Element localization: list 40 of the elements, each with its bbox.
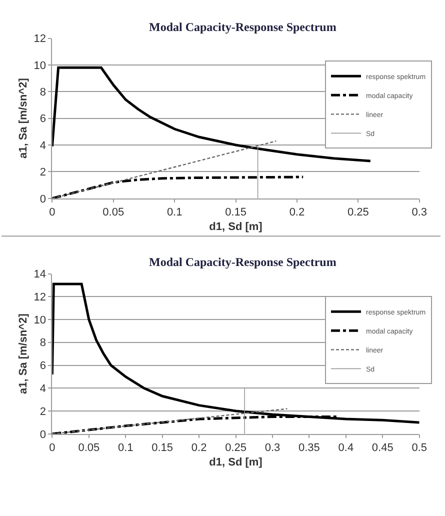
- x-tick-label: 0.15: [152, 442, 174, 454]
- chart-title: Modal Capacity-Response Spectrum: [149, 255, 336, 269]
- x-tick-label: 0.5: [412, 442, 427, 454]
- x-tick-label: 0.1: [166, 206, 182, 219]
- y-tick-label: 8: [40, 337, 46, 350]
- y-tick-label: 10: [34, 60, 46, 72]
- y-axis-title: a1, Sa [m/sn^2]: [17, 78, 30, 159]
- x-tick-label: 0.35: [298, 442, 320, 454]
- x-tick-label: 0.4: [338, 442, 354, 454]
- x-tick-label: 0: [49, 206, 56, 219]
- x-tick-label: 0.3: [264, 442, 280, 454]
- chart-title: Modal Capacity-Response Spectrum: [149, 20, 336, 34]
- y-tick-label: 0: [40, 428, 46, 441]
- line-series: [52, 176, 304, 198]
- x-tick-label: 0.25: [225, 442, 246, 454]
- y-tick-label: 14: [34, 268, 46, 281]
- y-tick-label: 6: [40, 113, 46, 126]
- y-tick-label: 12: [34, 291, 46, 304]
- y-tick-label: 2: [40, 166, 46, 179]
- x-tick-label: 0.45: [372, 442, 394, 454]
- x-tick-label: 0.15: [225, 206, 246, 219]
- x-tick-label: 0.05: [102, 206, 124, 219]
- x-axis-title: d1, Sd [m]: [209, 220, 263, 233]
- y-tick-label: 12: [34, 33, 46, 46]
- y-tick-label: 4: [40, 383, 46, 395]
- y-tick-label: 6: [40, 360, 46, 372]
- y-tick-label: 0: [40, 193, 46, 206]
- x-tick-label: 0.2: [289, 206, 305, 219]
- y-axis-title: a1, Sa [m/sn^2]: [17, 313, 30, 394]
- y-tick-label: 4: [40, 140, 46, 152]
- x-tick-label: 0.3: [412, 206, 427, 219]
- y-tick-label: 10: [34, 314, 46, 326]
- x-tick-label: 0: [49, 442, 56, 454]
- x-tick-label: 0.1: [118, 442, 134, 454]
- x-tick-label: 0.05: [78, 442, 100, 454]
- x-tick-label: 0.25: [347, 206, 369, 219]
- y-tick-label: 8: [40, 86, 46, 98]
- y-tick-label: 2: [40, 406, 46, 418]
- x-tick-label: 0.2: [191, 442, 207, 454]
- x-axis-title: d1, Sd [m]: [209, 456, 263, 468]
